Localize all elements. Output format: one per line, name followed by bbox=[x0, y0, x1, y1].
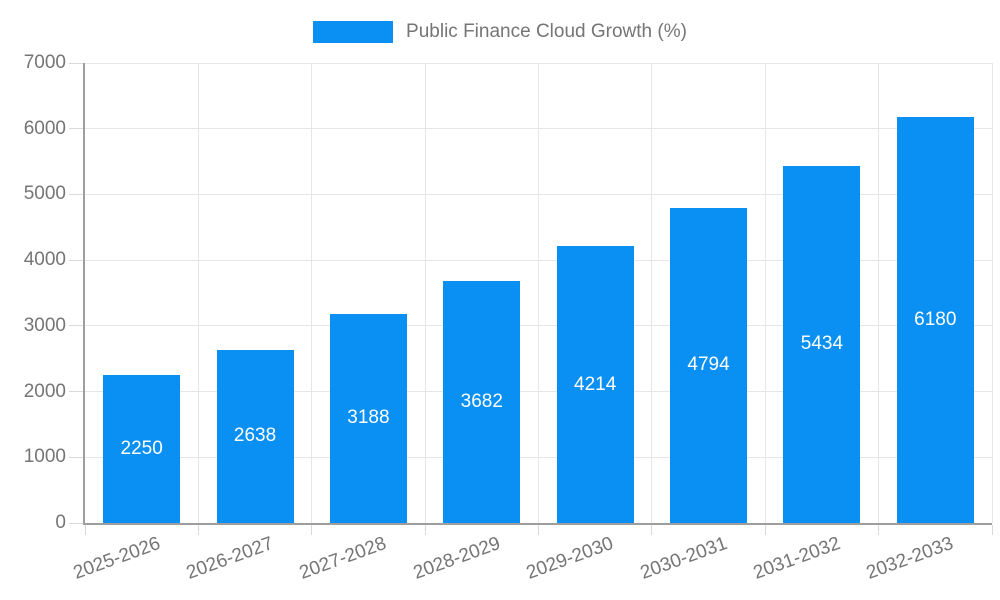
bar: 3682 bbox=[443, 281, 521, 523]
bar-value-label: 2638 bbox=[233, 425, 277, 447]
x-axis-label: 2026-2027 bbox=[183, 533, 277, 584]
y-tick bbox=[69, 128, 83, 130]
x-axis-label: 2027-2028 bbox=[297, 533, 390, 584]
bar: 4214 bbox=[556, 246, 634, 523]
y-axis-label: 4000 bbox=[23, 249, 66, 271]
x-axis-label: 2032-2033 bbox=[863, 533, 957, 584]
y-tick bbox=[69, 193, 83, 195]
x-axis-label: 2025-2026 bbox=[70, 533, 163, 584]
x-tick bbox=[197, 525, 199, 535]
x-tick bbox=[84, 525, 86, 535]
y-axis-label: 3000 bbox=[23, 314, 66, 336]
y-tick bbox=[69, 62, 83, 64]
x-axis-label: 2030-2031 bbox=[637, 533, 730, 584]
x-gridline bbox=[991, 63, 993, 523]
x-gridline bbox=[197, 63, 199, 523]
x-tick bbox=[991, 525, 993, 535]
y-axis-label: 1000 bbox=[23, 446, 66, 468]
x-tick bbox=[764, 525, 766, 535]
bar-value-label: 4794 bbox=[687, 354, 730, 376]
legend-item[interactable]: Public Finance Cloud Growth (%) bbox=[313, 21, 687, 43]
y-tick bbox=[69, 259, 83, 261]
x-tick bbox=[424, 525, 426, 535]
y-axis-label: 2000 bbox=[23, 380, 66, 402]
legend: Public Finance Cloud Growth (%) bbox=[0, 21, 1000, 43]
bar: 4794 bbox=[670, 207, 748, 523]
y-axis-label: 5000 bbox=[23, 183, 66, 205]
y-tick bbox=[69, 456, 83, 458]
x-tick bbox=[311, 525, 313, 535]
bar-value-label: 2250 bbox=[120, 438, 163, 460]
x-gridline bbox=[764, 63, 766, 523]
bar: 2250 bbox=[103, 375, 181, 523]
x-gridline bbox=[424, 63, 426, 523]
y-tick bbox=[69, 325, 83, 327]
y-axis-label: 6000 bbox=[23, 117, 66, 139]
bar: 3188 bbox=[329, 313, 407, 523]
bar-value-label: 4214 bbox=[574, 373, 617, 395]
bar: 2638 bbox=[216, 349, 294, 523]
y-tick bbox=[69, 522, 83, 524]
y-axis-label: 7000 bbox=[23, 52, 66, 73]
x-tick bbox=[878, 525, 880, 535]
x-axis-label: 2029-2030 bbox=[523, 533, 617, 584]
bar-value-label: 3682 bbox=[460, 391, 503, 413]
bar-value-label: 5434 bbox=[800, 333, 844, 355]
x-gridline bbox=[538, 63, 539, 523]
x-gridline bbox=[878, 63, 880, 523]
bar: 6180 bbox=[896, 116, 974, 523]
plot-area: 2250 2638 3188 3682 4214 4794 5434 6180 bbox=[69, 62, 993, 535]
bar: 5434 bbox=[783, 165, 861, 523]
x-axis-label: 2028-2029 bbox=[410, 533, 503, 584]
legend-label: Public Finance Cloud Growth (%) bbox=[406, 21, 687, 42]
x-tick bbox=[651, 525, 653, 535]
x-gridline bbox=[311, 63, 313, 523]
y-axis-label: 0 bbox=[55, 512, 66, 533]
bar-value-label: 6180 bbox=[914, 308, 957, 330]
legend-swatch bbox=[313, 21, 394, 43]
x-axis-label: 2031-2032 bbox=[750, 533, 844, 584]
x-tick bbox=[538, 525, 539, 535]
y-tick bbox=[69, 391, 83, 393]
x-gridline bbox=[651, 63, 653, 523]
bar-value-label: 3188 bbox=[347, 407, 390, 429]
